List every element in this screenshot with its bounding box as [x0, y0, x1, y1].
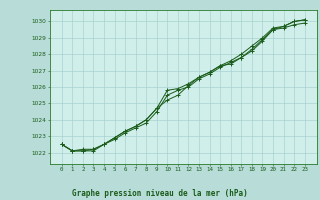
- Text: Graphe pression niveau de la mer (hPa): Graphe pression niveau de la mer (hPa): [72, 189, 248, 198]
